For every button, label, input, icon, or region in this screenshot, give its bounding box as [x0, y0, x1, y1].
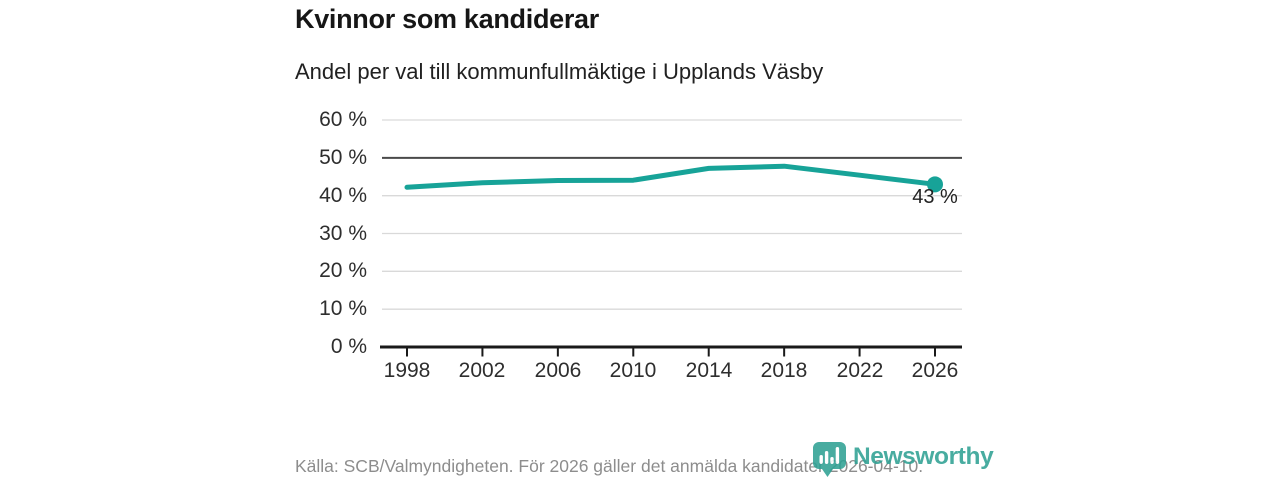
x-axis-tick-label: 2002 [458, 359, 506, 382]
x-axis-tick-label: 2022 [836, 359, 884, 382]
y-axis-tick-label: 30 % [319, 221, 367, 245]
end-value-label: 43 % [912, 186, 958, 208]
y-axis-tick-label: 50 % [319, 145, 367, 169]
chart-title: Kvinnor som kandiderar [295, 4, 599, 34]
chart-subtitle: Andel per val till kommunfullmäktige i U… [295, 59, 824, 84]
x-axis-tick-label: 2026 [911, 359, 959, 382]
x-axis-tick-label: 2014 [685, 359, 733, 382]
y-axis-tick-label: 60 % [319, 108, 367, 131]
y-axis-tick-label: 20 % [319, 259, 367, 283]
source-note: Källa: SCB/Valmyndigheten. För 2026 gäll… [295, 456, 924, 476]
x-axis-tick-label: 2006 [534, 359, 582, 382]
newsworthy-wordmark: Newsworthy [853, 443, 994, 470]
y-axis-tick-label: 0 % [330, 335, 367, 358]
y-axis-tick-label: 10 % [319, 297, 367, 321]
end-point-dot [927, 176, 944, 193]
y-axis-tick-label: 40 % [319, 183, 367, 207]
bar-chart-bubble-icon [813, 442, 846, 477]
x-axis-tick-label: 2018 [760, 359, 808, 382]
newsworthy-logo: Newsworthy [812, 441, 994, 479]
x-axis-tick-label: 1998 [383, 359, 431, 382]
line-chart-plot [380, 119, 962, 357]
data-line [404, 163, 938, 190]
x-axis-tick-label: 2010 [609, 359, 657, 382]
